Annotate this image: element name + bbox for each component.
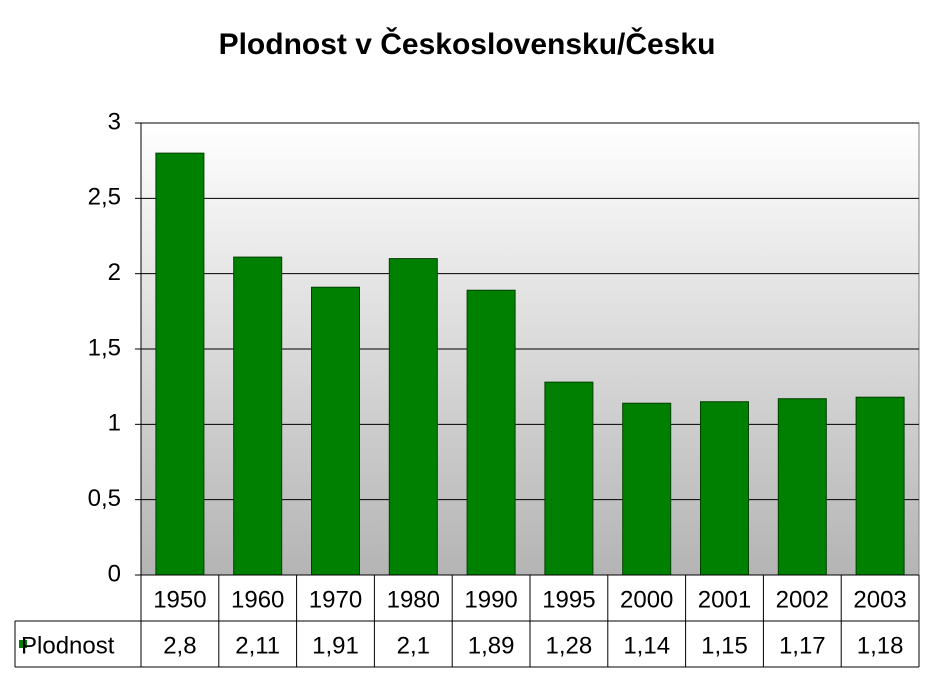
legend-swatch [19,640,27,648]
table-value: 2,1 [397,632,430,659]
bar [855,396,905,576]
y-tick-label: 1,5 [88,334,121,361]
table-value: 1,91 [312,632,359,659]
table-value: 2,11 [235,632,280,659]
table-value: 2,8 [163,632,196,659]
table-value: 1,14 [623,632,670,659]
x-tick-label: 1995 [542,586,595,613]
bar [544,381,594,576]
bar [311,286,360,576]
x-tick-label: 1950 [153,586,206,613]
x-tick-label: 1980 [387,586,440,613]
table-value: 1,89 [468,632,515,659]
chart-title: Plodnost v Československu/Česku [219,27,716,61]
table-value: 1,15 [701,632,748,659]
x-tick-label: 1970 [309,586,362,613]
y-tick-label: 0,5 [88,485,121,512]
y-tick-label: 0 [108,560,121,587]
y-tick-label: 3 [108,108,121,135]
table-value: 1,17 [779,632,826,659]
table-value: 1,18 [857,632,904,659]
bar [622,402,672,576]
x-tick-label: 2001 [698,586,751,613]
x-tick-label: 2000 [620,586,673,613]
y-tick-label: 1 [108,410,121,437]
bar [388,258,438,576]
bar [700,401,749,576]
bar [777,398,827,576]
bar [155,152,205,576]
x-tick-label: 1960 [231,586,284,613]
x-tick-label: 2003 [853,586,906,613]
x-tick-label: 1990 [464,586,517,613]
bar [233,256,283,576]
y-tick-label: 2,5 [88,184,121,211]
x-tick-label: 2002 [776,586,829,613]
bar [466,289,516,576]
table-value: 1,28 [546,632,593,659]
y-tick-label: 2 [108,259,121,286]
legend-label: Plodnost [21,632,115,659]
